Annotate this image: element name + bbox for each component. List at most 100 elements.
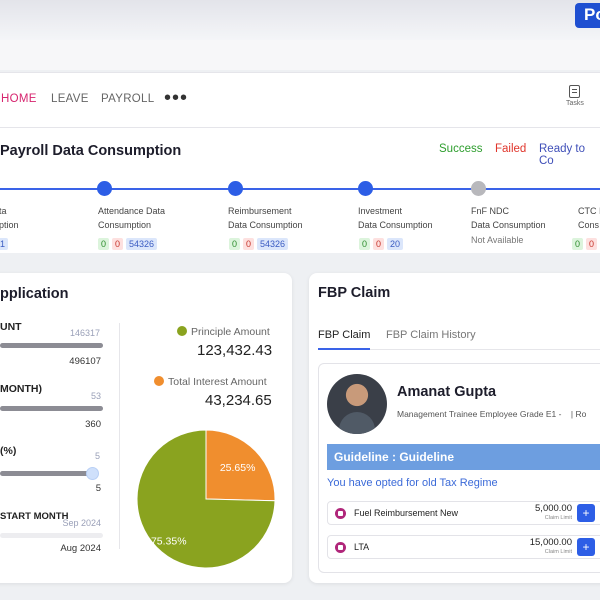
badge-success: 0 (572, 238, 584, 250)
field-value-amount: 496107 (69, 356, 101, 367)
employee-role: Management Trainee Employee Grade E1 - |… (397, 409, 587, 419)
navbar: HOME LEAVE PAYROLL ••• Tasks (0, 72, 600, 128)
principle-value: 123,432.43 (197, 342, 273, 359)
badge-ready: 54326 (126, 238, 158, 250)
step-label-attendance: Attendance Data Consumption (98, 206, 166, 230)
tab-fbp-claim[interactable]: FBP Claim (318, 329, 371, 341)
badge-failed: 0 (112, 238, 124, 250)
pie-slice-principle[interactable] (136, 429, 276, 569)
field-max-amount: 146317 (69, 328, 100, 338)
legend-ready: Ready to Co (539, 143, 586, 167)
tax-regime-text: You have opted for old Tax Regime (327, 477, 498, 489)
add-claim-button[interactable]: + (577, 504, 595, 522)
step-badges-attendance: 0 0 54326 (98, 234, 160, 252)
legend-failed: Failed (495, 143, 527, 155)
step-badges-investment: 0 0 20 (359, 234, 406, 252)
claim-amount: 5,000.00 (535, 503, 572, 514)
rate-slider-knob[interactable] (86, 467, 99, 480)
pie-slice-principle-label: 75.35% (151, 536, 187, 548)
claim-limit-label: Claim Limit (544, 549, 572, 555)
reimbursement-name: Fuel Reimbursement New (354, 508, 459, 518)
nav-payroll[interactable]: PAYROLL (101, 93, 155, 105)
interest-dot (154, 376, 164, 386)
step-label-investment: Investment Data Consumption (358, 206, 433, 230)
guideline-banner: Guideline : Guideline (327, 444, 600, 470)
step-label-fnf: FnF NDC Data Consumption (471, 206, 546, 230)
employee-name: Amanat Gupta (397, 384, 497, 400)
principle-label: Principle Amount (177, 326, 270, 338)
top-strip (0, 0, 600, 40)
fuel-icon (335, 508, 346, 519)
add-claim-button[interactable]: + (577, 538, 595, 556)
field-label-amount: UNT (0, 321, 22, 333)
field-value-start-month: Aug 2024 (60, 543, 101, 554)
tasks-icon (569, 85, 581, 98)
tasks-label: Tasks (566, 100, 584, 107)
field-max-tenure: 53 (90, 391, 101, 401)
field-label-rate: (%) (0, 445, 17, 457)
claim-panel: Amanat Gupta Management Trainee Employee… (318, 363, 600, 573)
tasks-button[interactable]: Tasks (566, 85, 584, 107)
application-title: pplication (0, 286, 69, 302)
fbp-claim-card: FBP Claim FBP Claim FBP Claim History Am… (309, 273, 600, 583)
field-label-tenure: MONTH) (0, 383, 42, 395)
step-dot-investment[interactable] (358, 181, 373, 196)
application-card: pplication UNT 146317 496107 MONTH) 53 3… (0, 273, 292, 583)
step-dot-fnf[interactable] (471, 181, 486, 196)
badge-failed: 0 (373, 238, 385, 250)
step-dot-attendance[interactable] (97, 181, 112, 196)
reimbursement-item: LTA 15,000.00 Claim Limit + (327, 535, 600, 559)
tenure-slider-fill (0, 406, 103, 411)
nav-home[interactable]: HOME (1, 93, 37, 105)
reimbursement-item: Fuel Reimbursement New 5,000.00 Claim Li… (327, 501, 600, 525)
step-label-first: ta ption (0, 206, 19, 230)
field-max-rate: 5 (94, 451, 100, 461)
badge-failed: 0 (243, 238, 255, 250)
field-value-rate: 5 (95, 483, 101, 494)
amount-slider[interactable] (0, 343, 103, 348)
nav-leave[interactable]: LEAVE (51, 93, 89, 105)
step-badges-first: 1 (0, 234, 11, 252)
rate-slider[interactable] (0, 471, 97, 476)
badge-ready: 1 (0, 238, 9, 250)
fbp-title: FBP Claim (318, 285, 391, 301)
tenure-slider[interactable] (0, 406, 103, 411)
field-value-tenure: 360 (85, 419, 101, 430)
vertical-divider (119, 323, 120, 549)
tab-divider (318, 349, 600, 350)
loan-pie-chart: 25.65% 75.35% (136, 429, 276, 569)
step-label-reimbursement: Reimbursement Data Consumption (228, 206, 303, 230)
badge-ready: 20 (387, 238, 404, 250)
rate-slider-fill (0, 471, 97, 476)
po-button[interactable]: Po (575, 3, 600, 28)
field-label-start-month: START MONTH (0, 511, 69, 522)
principle-dot (177, 326, 187, 336)
tab-fbp-claim-history[interactable]: FBP Claim History (386, 329, 476, 341)
tab-active-indicator (318, 348, 370, 350)
badge-success: 0 (359, 238, 371, 250)
claim-amount: 15,000.00 (529, 537, 572, 548)
step-badges-reimbursement: 0 0 54326 (229, 234, 291, 252)
badge-success: 0 (229, 238, 241, 250)
step-status-fnf: Not Available (471, 235, 524, 245)
interest-value: 43,234.65 (205, 392, 272, 409)
step-label-ctc: CTC I Cons (578, 206, 600, 230)
pie-slice-interest-label: 25.65% (220, 462, 256, 474)
badge-failed: 0 (586, 238, 598, 250)
legend-success: Success (439, 143, 483, 155)
pie-slice-interest[interactable] (205, 429, 276, 502)
badge-ready: 54326 (257, 238, 289, 250)
lta-icon (335, 542, 346, 553)
claim-limit-label: Claim Limit (544, 515, 572, 521)
badge-success: 0 (98, 238, 110, 250)
reimbursement-name: LTA (354, 542, 370, 552)
payroll-consumption-panel: Payroll Data Consumption Success Failed … (0, 128, 600, 253)
avatar (327, 374, 387, 434)
step-dot-reimbursement[interactable] (228, 181, 243, 196)
more-menu-icon[interactable]: ••• (164, 87, 189, 109)
field-max-start-month: Sep 2024 (62, 518, 101, 528)
payroll-consumption-title: Payroll Data Consumption (0, 143, 182, 159)
header-shade (0, 40, 600, 70)
start-month-slider[interactable] (0, 533, 103, 538)
